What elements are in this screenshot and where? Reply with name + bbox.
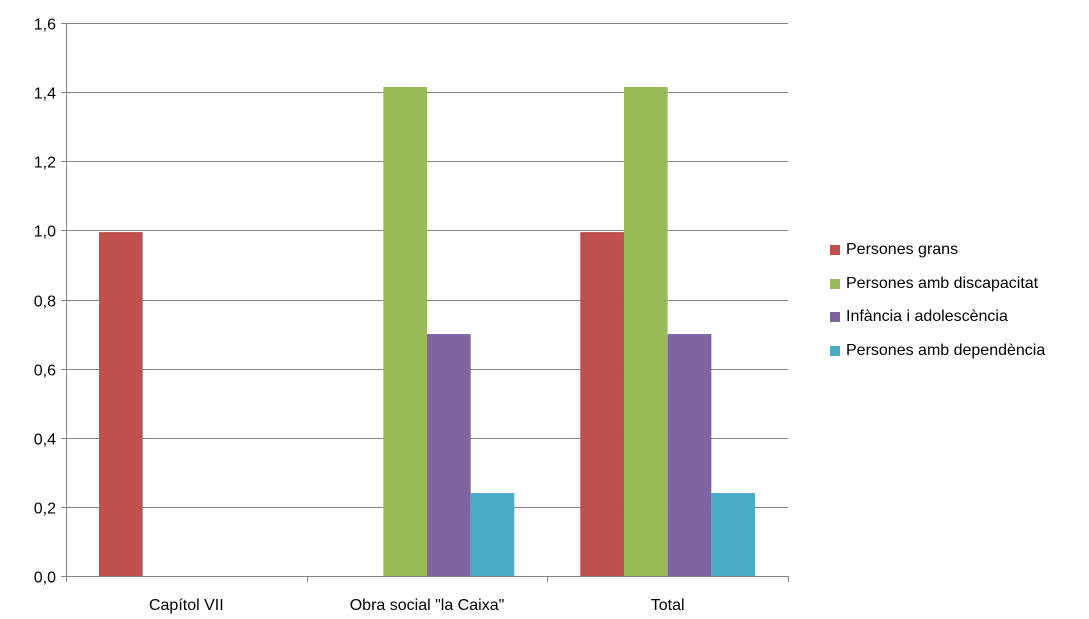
legend-swatch <box>830 346 840 357</box>
axes <box>61 23 789 582</box>
bar <box>98 232 143 576</box>
bar <box>623 86 668 577</box>
bar <box>667 334 712 576</box>
legend-swatch <box>830 278 840 289</box>
legend-item: Persones amb dependència <box>830 341 1045 361</box>
legend-item: Persones grans <box>830 240 1045 260</box>
bars <box>98 86 756 577</box>
legend-label: Persones amb discapacitat <box>846 274 1039 292</box>
y-tick-label: 0,6 <box>34 363 56 380</box>
y-tick-label: 1,6 <box>34 17 56 34</box>
legend-label: Infància i adolescència <box>846 308 1008 326</box>
y-tick-label: 1,2 <box>34 155 56 172</box>
bar <box>580 232 624 576</box>
x-category-label: Obra social "la Caixa" <box>350 597 505 614</box>
x-category-labels: Capítol VII Obra social "la Caixa" Total <box>149 597 685 614</box>
y-tick-label: 0,8 <box>34 294 56 311</box>
bar <box>470 493 515 576</box>
y-tick-labels: 0,0 0,2 0,4 0,6 0,8 1,0 1,2 1,4 1,6 <box>34 17 56 587</box>
y-tick-label: 1,4 <box>34 86 56 103</box>
legend-item: Persones amb discapacitat <box>830 274 1045 294</box>
bar <box>383 86 427 577</box>
y-tick-label: 0,2 <box>34 501 56 518</box>
y-tick-label: 1,0 <box>34 224 56 241</box>
legend-item: Infància i adolescència <box>830 307 1045 327</box>
legend-label: Persones grans <box>846 241 959 258</box>
x-category-label: Capítol VII <box>149 597 224 614</box>
x-category-label: Total <box>651 597 685 614</box>
legend-label: Persones amb dependència <box>846 342 1046 360</box>
bar <box>427 334 471 576</box>
y-tick-label: 0,0 <box>34 570 56 587</box>
bar <box>711 493 756 576</box>
legend: Persones grans Persones amb discapacitat I… <box>830 240 1045 375</box>
legend-swatch <box>830 245 840 255</box>
y-tick-label: 0,4 <box>34 432 56 449</box>
legend-swatch <box>830 312 840 323</box>
